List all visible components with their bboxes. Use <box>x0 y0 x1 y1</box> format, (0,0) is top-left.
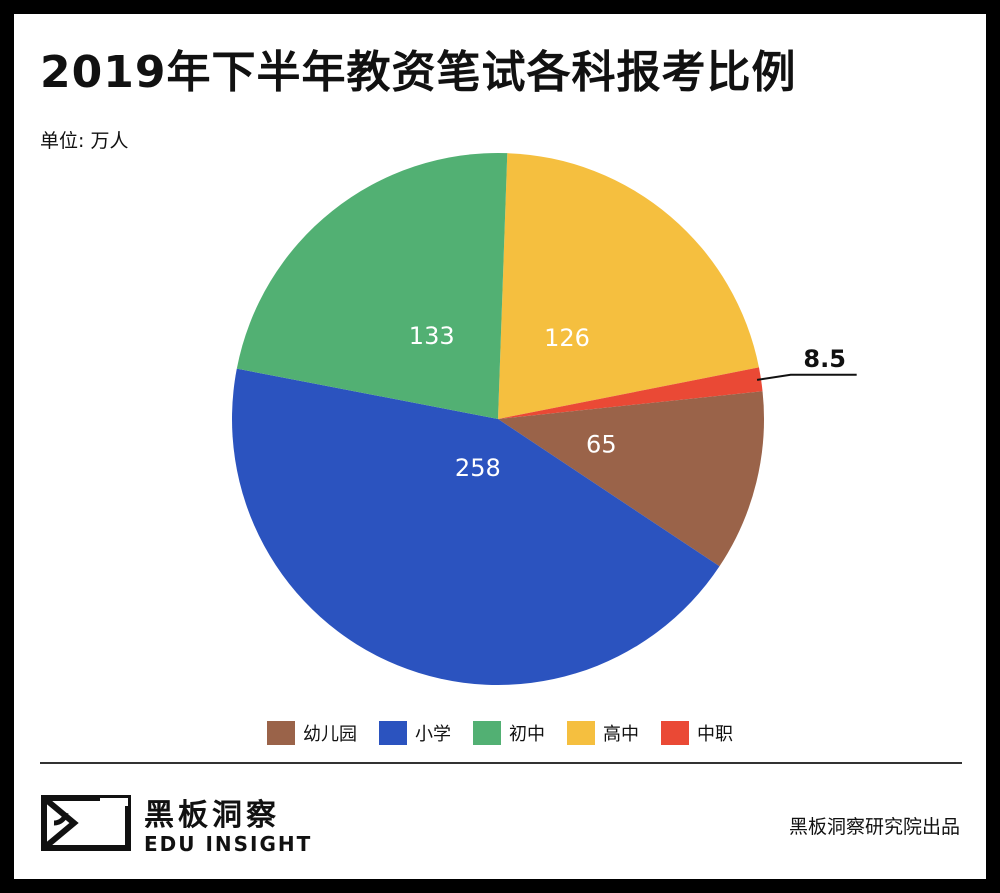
legend-swatch <box>379 721 407 745</box>
legend-swatch <box>661 721 689 745</box>
unit-label: 单位: 万人 <box>40 130 129 152</box>
pie-slice-高中 <box>498 153 759 419</box>
slice-value-label: 65 <box>586 430 617 458</box>
legend-swatch <box>267 721 295 745</box>
callout-line <box>756 373 857 381</box>
chart-title: 2019年下半年教资笔试各科报考比例 <box>40 47 797 98</box>
pie-slice-初中 <box>236 153 508 420</box>
slice-value-label: 8.5 <box>803 345 846 373</box>
legend-item: 高中 <box>567 720 639 746</box>
legend-label: 中职 <box>697 724 733 745</box>
legend-item: 小学 <box>379 720 451 746</box>
legend-item: 初中 <box>473 720 545 746</box>
footer-divider <box>40 762 962 764</box>
slice-value-label: 133 <box>409 322 455 350</box>
legend-item: 中职 <box>661 720 733 746</box>
brand-logo-icon <box>41 795 131 851</box>
brand-name-en: EDU INSIGHT <box>144 832 313 856</box>
pie-chart: 126 8.5 65 258 133 <box>232 153 857 686</box>
slice-value-label: 126 <box>544 324 590 352</box>
legend-swatch <box>567 721 595 745</box>
chart-card: 2019年下半年教资笔试各科报考比例 单位: 万人 126 8.5 65 258 133… <box>14 14 986 879</box>
pie-slice-小学 <box>232 368 720 686</box>
legend-label: 小学 <box>415 724 451 745</box>
legend-label: 幼儿园 <box>303 724 357 745</box>
slice-value-label: 258 <box>455 454 501 482</box>
chart-legend: 幼儿园 小学 初中 高中 中职 <box>14 720 986 746</box>
legend-item: 幼儿园 <box>267 720 357 746</box>
pie-slice-幼儿园 <box>498 391 765 567</box>
legend-label: 初中 <box>509 724 545 745</box>
legend-swatch <box>473 721 501 745</box>
credit-text: 黑板洞察研究院出品 <box>788 816 960 838</box>
brand-name-cn: 黑板洞察 <box>144 798 280 833</box>
legend-label: 高中 <box>603 724 639 745</box>
pie-slice-中职 <box>498 367 763 419</box>
